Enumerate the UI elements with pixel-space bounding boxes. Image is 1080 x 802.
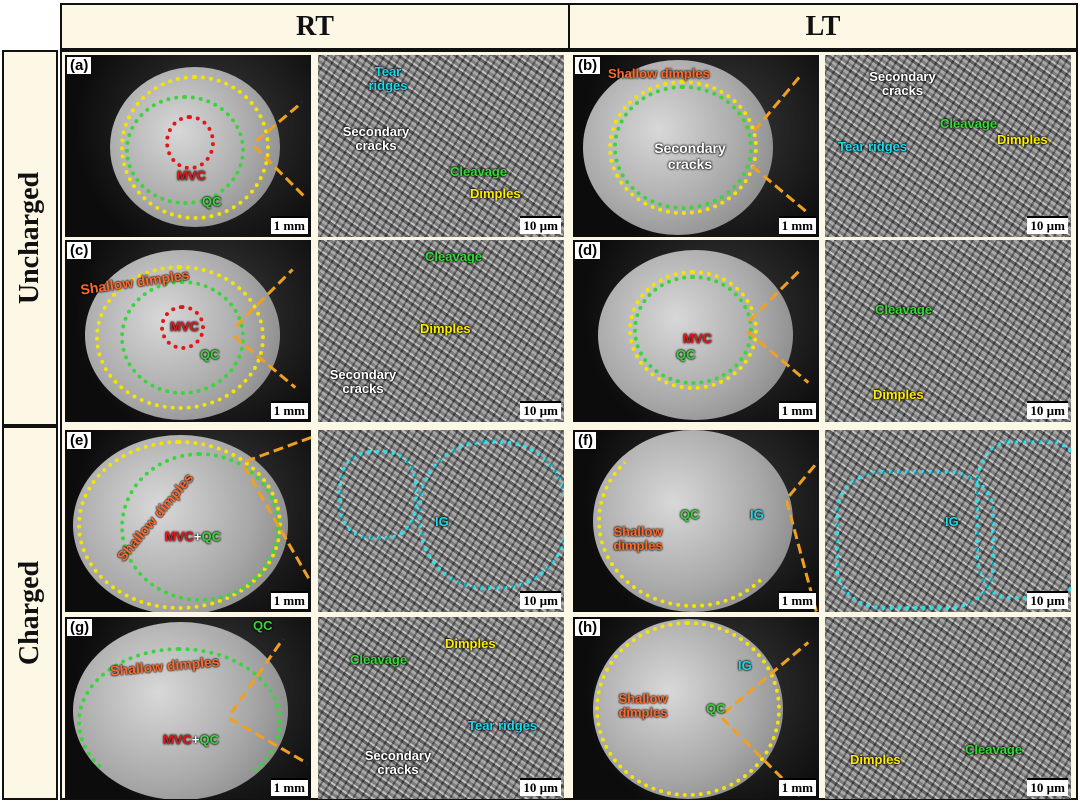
annotation-qc: QC: [676, 347, 696, 362]
row-header-charged: Charged: [2, 426, 58, 800]
annotation-qc: QC: [201, 529, 221, 544]
panel-label: (b): [575, 57, 601, 74]
annotation-cleavage: Cleavage: [425, 249, 483, 264]
panel-g-macro: (g) Shallow dimples QC MVC+QC 1 mm: [65, 617, 311, 799]
annotation-ig: IG: [750, 507, 764, 522]
annotation-cleavage: Cleavage: [965, 742, 1023, 757]
row-label: Uncharged: [14, 171, 46, 305]
panel-a-sem: Tear ridges Secondary cracks Cleavage Di…: [318, 55, 564, 237]
scale-bar: 10 µm: [1027, 401, 1068, 419]
panel-h-macro: (h) IG Shallow dimples QC 1 mm: [573, 617, 819, 799]
column-header-lt: LT: [568, 3, 1078, 50]
annotation-ig: IG: [738, 658, 752, 673]
panel-label: (g): [67, 619, 93, 636]
scale-bar: 10 µm: [520, 591, 561, 609]
scale-bar: 10 µm: [1027, 591, 1068, 609]
row-header-uncharged: Uncharged: [2, 50, 58, 426]
annotation-cleavage: Cleavage: [350, 652, 408, 667]
scale-bar: 1 mm: [270, 216, 308, 234]
annotation-dimples: Dimples: [470, 186, 521, 201]
scale-bar: 1 mm: [778, 216, 816, 234]
annotation-mvc: MVC: [683, 331, 712, 346]
panel-c-macro: (c) Shallow dimples MVC QC 1 mm: [65, 240, 311, 422]
annotation-qc: QC: [706, 701, 726, 716]
panel-a-macro: (a) MVC QC 1 mm: [65, 55, 311, 237]
panel-e-macro: (e) Shallow dimples MVC+QC 1 mm: [65, 430, 311, 612]
annotation-dimples: Dimples: [997, 132, 1048, 147]
annotation-dimples: Dimples: [420, 321, 471, 336]
panel-label: (e): [67, 432, 92, 449]
panel-label: (h): [575, 619, 601, 636]
annotation-cleavage: Cleavage: [940, 116, 998, 131]
scale-bar: 10 µm: [1027, 778, 1068, 796]
annotation-secondary-cracks: Secondary cracks: [364, 748, 432, 777]
annotation-ig: IG: [435, 514, 449, 529]
annotation-shallow-dimples: Shallow dimples: [613, 524, 663, 553]
annotation-dimples: Dimples: [445, 636, 496, 651]
panel-d-sem: Cleavage Dimples 10 µm: [825, 240, 1071, 422]
panel-f-sem: IG 10 µm: [825, 430, 1071, 612]
annotation-secondary-cracks: Secondary cracks: [342, 124, 410, 153]
scale-bar: 1 mm: [778, 778, 816, 796]
panel-label: (f): [575, 432, 596, 449]
panel-label: (c): [67, 242, 92, 259]
annotation-dimples: Dimples: [873, 387, 924, 402]
annotation-shallow-dimples: Shallow dimples: [608, 66, 710, 81]
panel-h-sem: Dimples Cleavage 10 µm: [825, 617, 1071, 799]
annotation-mvc: MVC: [165, 529, 194, 544]
plus-sign: +: [191, 732, 200, 747]
annotation-qc: QC: [202, 194, 222, 209]
annotation-tear-ridges: Tear ridges: [838, 139, 908, 154]
scale-bar: 1 mm: [270, 778, 308, 796]
annotation-mvc: MVC: [163, 732, 192, 747]
annotation-qc: QC: [200, 347, 220, 362]
panel-label: (d): [575, 242, 601, 259]
annotation-cleavage: Cleavage: [450, 164, 508, 179]
scale-bar: 10 µm: [520, 401, 561, 419]
annotation-shallow-dimples: Shallow dimples: [618, 691, 668, 720]
panel-g-sem: Cleavage Dimples Tear ridges Secondary c…: [318, 617, 564, 799]
scale-bar: 1 mm: [270, 401, 308, 419]
scale-bar: 10 µm: [1027, 216, 1068, 234]
annotation-cleavage: Cleavage: [875, 302, 933, 317]
plus-sign: +: [193, 529, 202, 544]
annotation-dimples: Dimples: [850, 752, 901, 767]
scale-bar: 1 mm: [778, 591, 816, 609]
column-header-rt: RT: [60, 3, 570, 50]
annotation-secondary-cracks: Secondary cracks: [869, 69, 936, 98]
annotation-qc: QC: [199, 732, 219, 747]
panel-label: (a): [67, 57, 92, 74]
panel-b-macro: (b) Shallow dimples Secondary cracks 1 m…: [573, 55, 819, 237]
annotation-qc: QC: [680, 507, 700, 522]
panel-b-sem: Secondary cracks Cleavage Dimples Tear r…: [825, 55, 1071, 237]
scale-bar: 1 mm: [778, 401, 816, 419]
annotation-ig: IG: [945, 514, 959, 529]
panel-c-sem: Cleavage Dimples Secondary cracks 10 µm: [318, 240, 564, 422]
annotation-secondary-cracks: Secondary cracks: [329, 367, 397, 396]
scale-bar: 1 mm: [270, 591, 308, 609]
annotation-tear-ridges: Tear ridges: [368, 64, 408, 93]
annotation-qc: QC: [253, 618, 273, 633]
annotation-secondary-cracks: Secondary cracks: [654, 140, 726, 172]
annotation-mvc: MVC: [177, 168, 206, 183]
row-label: Charged: [14, 560, 46, 666]
scale-bar: 10 µm: [520, 778, 561, 796]
annotation-tear-ridges: Tear ridges: [468, 718, 538, 733]
panel-e-sem: IG 10 µm: [318, 430, 564, 612]
annotation-mvc: MVC: [170, 319, 199, 334]
panel-d-macro: (d) MVC QC 1 mm: [573, 240, 819, 422]
scale-bar: 10 µm: [520, 216, 561, 234]
panel-f-macro: (f) QC IG Shallow dimples 1 mm: [573, 430, 819, 612]
